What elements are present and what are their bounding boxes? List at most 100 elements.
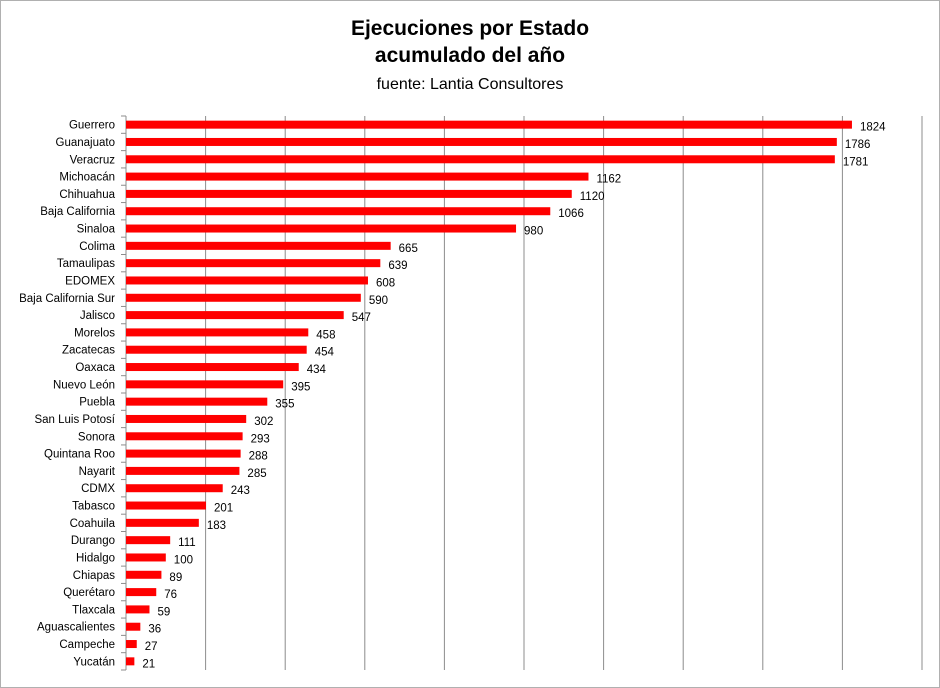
data-label: 76 xyxy=(164,589,177,601)
category-label: Sonora xyxy=(78,431,116,443)
data-label: 665 xyxy=(399,243,418,255)
bar xyxy=(126,172,589,181)
bar xyxy=(126,120,852,129)
category-label: Tamaulipas xyxy=(57,258,115,270)
category-label: Puebla xyxy=(79,397,115,409)
chart-title-line2: acumulado del año xyxy=(374,44,566,67)
category-label: Zacatecas xyxy=(62,345,115,357)
category-label: Michoacán xyxy=(59,172,115,184)
category-label: Morelos xyxy=(74,327,115,339)
bar xyxy=(126,311,344,320)
data-label: 1066 xyxy=(558,208,584,220)
category-label: Yucatán xyxy=(73,656,115,668)
category-label: Baja California xyxy=(40,206,115,218)
category-label: San Luis Potosí xyxy=(34,414,115,426)
category-label: Coahuila xyxy=(70,518,116,530)
category-label: Hidalgo xyxy=(76,552,115,564)
bar xyxy=(126,657,135,666)
data-label: 183 xyxy=(207,520,226,532)
bar xyxy=(126,553,166,562)
data-label: 355 xyxy=(275,399,294,411)
bar xyxy=(126,432,243,441)
data-label: 36 xyxy=(148,624,161,636)
data-label: 89 xyxy=(169,572,182,584)
bar xyxy=(126,397,268,406)
data-label: 1781 xyxy=(843,156,869,168)
category-label: Chiapas xyxy=(73,570,115,582)
bar xyxy=(126,518,199,527)
bar xyxy=(126,622,141,631)
bar xyxy=(126,363,299,372)
bar xyxy=(126,189,572,198)
category-label: Oaxaca xyxy=(75,362,115,374)
category-label: Baja California Sur xyxy=(19,293,115,305)
bar xyxy=(126,137,837,146)
data-label: 201 xyxy=(214,503,233,515)
data-label: 243 xyxy=(231,485,250,497)
bar xyxy=(126,328,309,337)
category-label: Aguascalientes xyxy=(37,622,115,634)
category-label: Nayarit xyxy=(79,466,116,478)
bar xyxy=(126,640,137,649)
bar xyxy=(126,466,240,475)
category-label: Sinaloa xyxy=(77,224,116,236)
category-label: Querétaro xyxy=(63,587,115,599)
category-label: EDOMEX xyxy=(65,275,115,287)
chart-title: Ejecuciones por Estado xyxy=(350,17,590,40)
category-label: Jalisco xyxy=(80,310,115,322)
data-label: 1786 xyxy=(845,139,871,151)
bar xyxy=(126,501,206,510)
bar xyxy=(126,605,150,614)
category-label: Guerrero xyxy=(69,120,115,132)
data-label: 980 xyxy=(524,226,543,238)
category-label: Durango xyxy=(71,535,115,547)
bar xyxy=(126,155,835,164)
data-label: 454 xyxy=(315,347,335,359)
data-label: 27 xyxy=(145,641,158,653)
category-label: Tlaxcala xyxy=(72,604,115,616)
bar xyxy=(126,224,517,233)
bar xyxy=(126,345,307,354)
data-label: 395 xyxy=(291,381,310,393)
category-label: Nuevo León xyxy=(53,379,115,391)
bar xyxy=(126,259,381,268)
data-label: 1162 xyxy=(596,174,621,186)
category-label: Chihuahua xyxy=(59,189,115,201)
bar xyxy=(126,570,162,579)
data-label: 285 xyxy=(247,468,266,480)
category-label: Colima xyxy=(79,241,115,253)
bar xyxy=(126,484,223,493)
bar xyxy=(126,293,361,302)
data-label: 434 xyxy=(307,364,327,376)
bar xyxy=(126,276,368,285)
data-label: 59 xyxy=(157,606,170,618)
data-label: 639 xyxy=(388,260,407,272)
category-label: Veracruz xyxy=(70,154,116,166)
bar xyxy=(126,536,171,545)
category-label: Guanajuato xyxy=(56,137,115,149)
category-label: Campeche xyxy=(59,639,115,651)
data-label: 111 xyxy=(178,537,195,549)
data-label: 288 xyxy=(249,451,268,463)
bar xyxy=(126,414,247,423)
category-label: CDMX xyxy=(81,483,115,495)
bar xyxy=(126,588,157,597)
bar xyxy=(126,380,284,389)
data-label: 590 xyxy=(369,295,388,307)
chart-subtitle: fuente: Lantia Consultores xyxy=(376,76,564,93)
data-label: 547 xyxy=(352,312,371,324)
data-label: 293 xyxy=(251,433,270,445)
category-label: Tabasco xyxy=(72,501,115,513)
data-label: 100 xyxy=(174,554,193,566)
data-label: 21 xyxy=(142,658,155,670)
category-label: Quintana Roo xyxy=(44,449,115,461)
bar xyxy=(126,449,241,458)
data-label: 302 xyxy=(254,416,273,428)
data-label: 1120 xyxy=(580,191,605,203)
bar xyxy=(126,207,551,216)
data-label: 458 xyxy=(316,329,335,341)
data-label: 608 xyxy=(376,277,395,289)
bar xyxy=(126,241,391,250)
data-label: 1824 xyxy=(860,122,886,134)
